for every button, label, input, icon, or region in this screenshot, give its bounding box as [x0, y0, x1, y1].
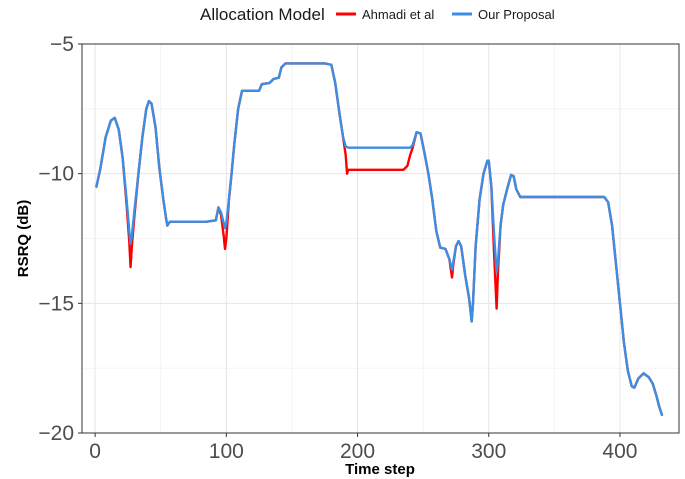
y-axis-ticks: −20 −15 −10 −5: [38, 33, 82, 445]
x-tick-label: 0: [89, 440, 101, 463]
series-line-our-proposal: [95, 62, 664, 417]
y-tick-label: −15: [38, 292, 74, 315]
legend-label-ahmadi: Ahmadi et al: [362, 7, 434, 22]
legend-label-our-proposal: Our Proposal: [478, 7, 555, 22]
x-tick-label: 400: [602, 440, 637, 463]
series-layer: [95, 62, 664, 417]
y-tick-label: −10: [38, 163, 74, 186]
y-tick-label: −20: [38, 422, 74, 445]
x-axis-title: Time step: [345, 461, 415, 478]
legend: Allocation Model Ahmadi et al Our Propos…: [200, 5, 555, 24]
x-axis-ticks: 0 100 200 300 400: [89, 433, 637, 463]
x-tick-label: 200: [340, 440, 375, 463]
legend-title: Allocation Model: [200, 5, 325, 24]
plot-border: [81, 43, 680, 434]
y-axis-title: RSRQ (dB): [15, 200, 32, 278]
x-tick-label: 100: [209, 440, 244, 463]
x-tick-label: 300: [471, 440, 506, 463]
y-tick-label: −5: [50, 33, 74, 56]
